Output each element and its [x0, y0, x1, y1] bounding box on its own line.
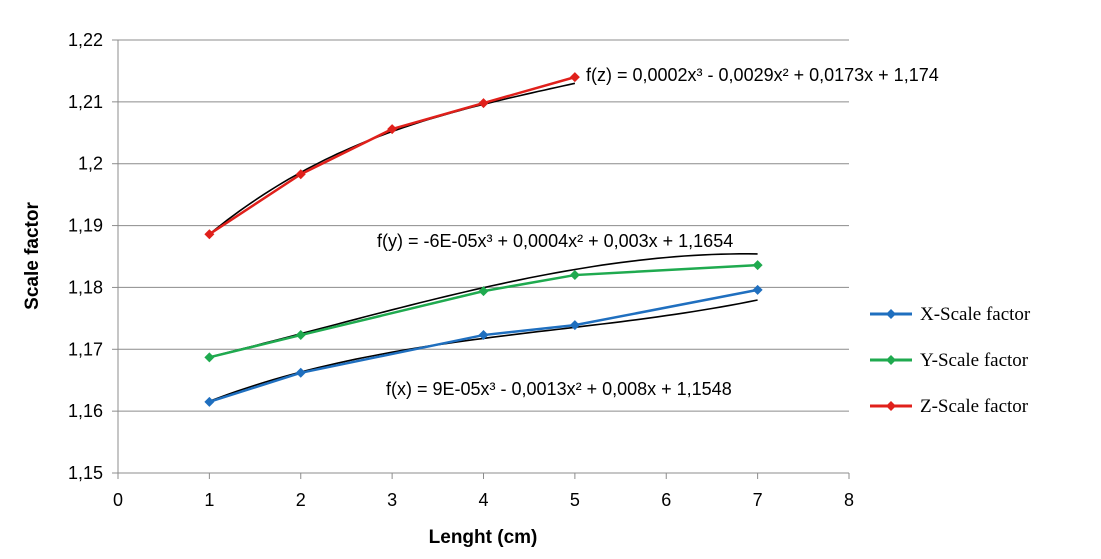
legend-marker	[886, 401, 896, 411]
x-axis-title: Lenght (cm)	[429, 527, 538, 548]
series-line	[208, 75, 576, 236]
y-tick-label: 1,19	[68, 216, 103, 236]
y-tick-label: 1,21	[68, 92, 103, 112]
trendline-label-x: f(x) = 9E-05x³ - 0,0013x² + 0,008x + 1,1…	[386, 379, 732, 399]
x-tick-label: 0	[113, 490, 123, 510]
y-tick-label: 1,16	[68, 401, 103, 421]
x-tick-label: 4	[478, 490, 488, 510]
series-line	[209, 263, 758, 359]
y-tick-label: 1,17	[68, 339, 103, 359]
gridlines	[118, 39, 849, 412]
data-point	[204, 396, 215, 407]
y-tick-label: 1,15	[68, 463, 103, 483]
x-tick-label: 7	[753, 490, 763, 510]
y-tick-label: 1,22	[68, 30, 103, 50]
legend-marker	[886, 309, 896, 319]
data-point	[478, 98, 489, 109]
trendline-label-y: f(y) = -6E-05x³ + 0,0004x² + 0,003x + 1,…	[377, 231, 733, 251]
legend-marker	[886, 355, 896, 365]
data-point	[569, 270, 580, 281]
data-point	[295, 367, 306, 378]
legend-label: Y-Scale factor	[920, 350, 1029, 371]
data-point	[295, 169, 306, 180]
y-axis-title: Scale factor	[22, 202, 43, 310]
axes: 1,15 1,16 1,17 1,18 1,19 1,2 1,21 1,22 0 1 2 3 4 5 6 7 8	[68, 30, 854, 510]
x-tick-label: 3	[387, 490, 397, 510]
data-point	[387, 124, 398, 135]
legend-label: X-Scale factor	[920, 304, 1031, 325]
trendline-label-z: f(z) = 0,0002x³ - 0,0029x² + 0,0173x + 1…	[586, 65, 939, 85]
data-point	[752, 284, 763, 295]
y-tick-label: 1,2	[78, 154, 103, 174]
x-tick-label: 2	[296, 490, 306, 510]
x-tick-label: 5	[570, 490, 580, 510]
x-tick-label: 8	[844, 490, 854, 510]
y-tick-label: 1,18	[68, 277, 103, 297]
legend-label: Z-Scale factor	[920, 396, 1029, 417]
legend: X-Scale factor Y-Scale factor Z-Scale fact…	[870, 304, 1031, 417]
series	[204, 72, 763, 407]
x-tick-label: 6	[661, 490, 671, 510]
data-point	[478, 330, 489, 341]
data-point	[204, 352, 215, 363]
x-tick-label: 1	[204, 490, 214, 510]
data-point	[569, 72, 580, 83]
data-point	[295, 330, 306, 341]
data-point	[569, 320, 580, 331]
data-point	[752, 260, 763, 271]
data-point	[204, 229, 215, 240]
data-point	[478, 286, 489, 297]
trendline	[208, 82, 576, 235]
